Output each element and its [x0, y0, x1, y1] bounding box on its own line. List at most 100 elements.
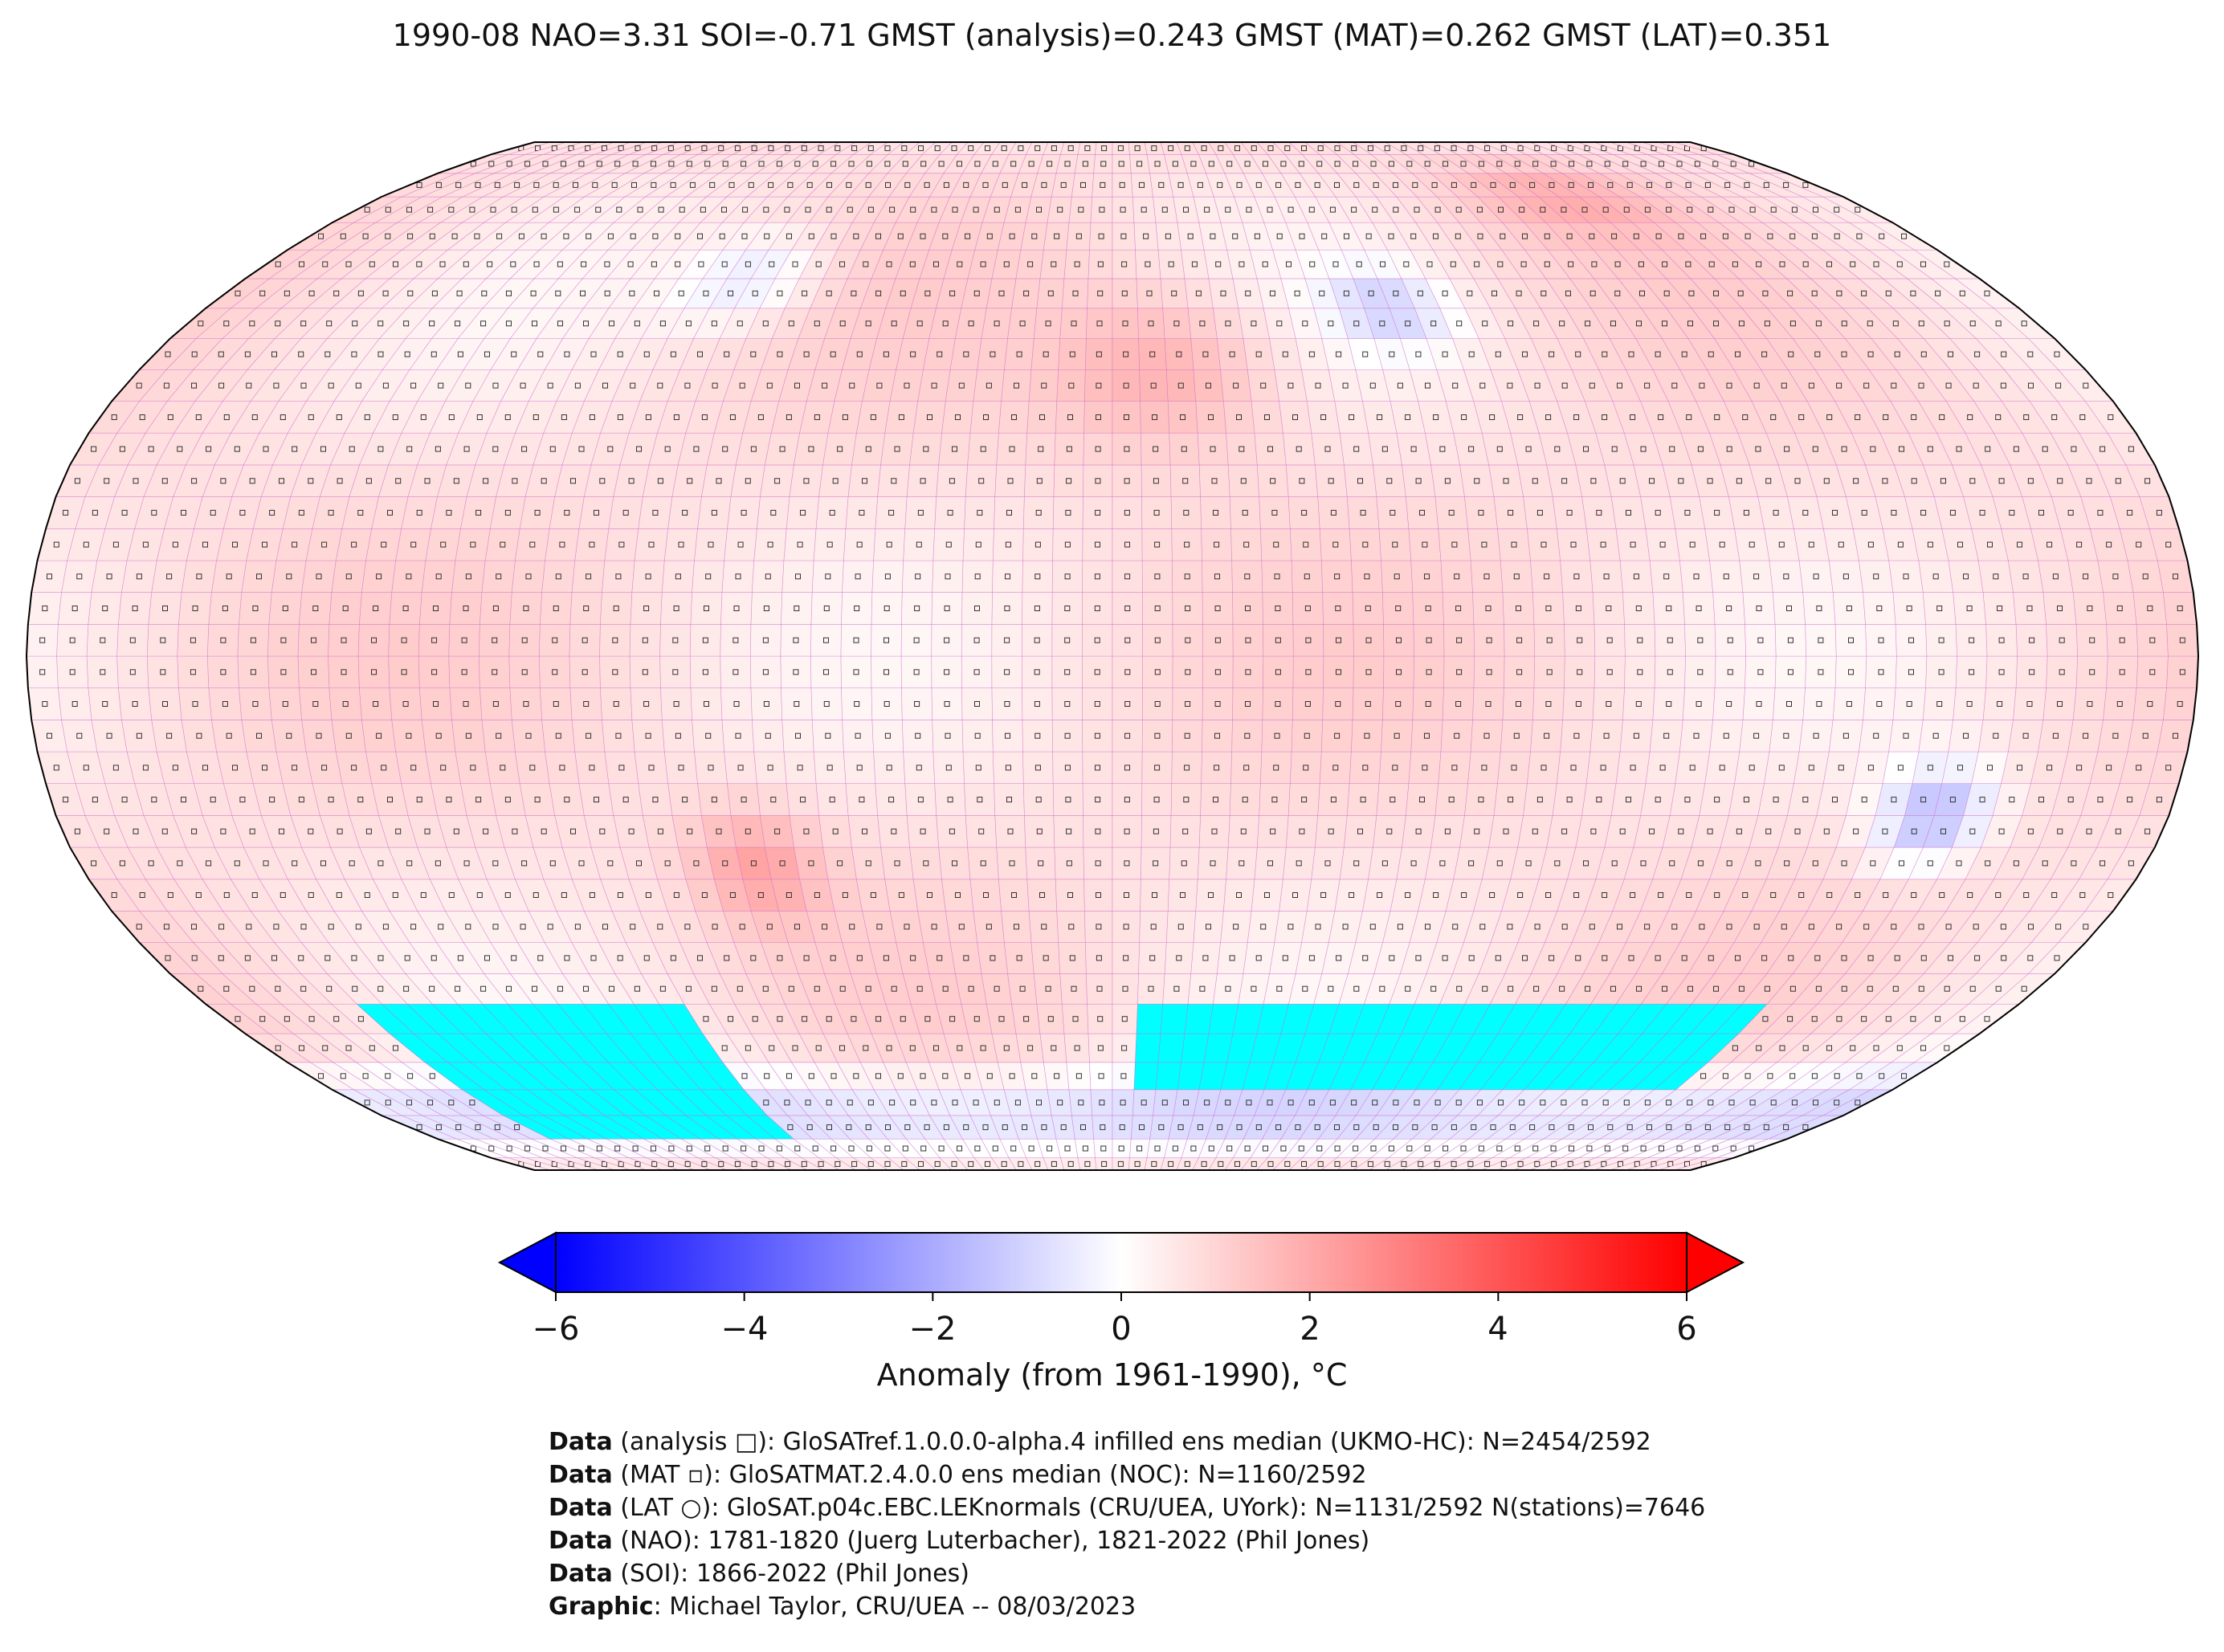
grid-cell [1412, 687, 1444, 720]
grid-cell [1292, 623, 1324, 657]
cell-marker [1559, 320, 1565, 327]
cell-marker [1957, 541, 1963, 548]
grid-cell [1306, 401, 1341, 434]
grid-cell [1624, 655, 1656, 689]
grid-cell [1922, 592, 1957, 625]
cell-marker [1120, 1099, 1126, 1106]
grid-cell [1734, 528, 1770, 561]
cell-marker [1034, 732, 1041, 739]
cell-marker [172, 541, 178, 548]
grid-cell [730, 464, 765, 497]
cell-marker [251, 892, 258, 898]
grid-cell [760, 815, 794, 848]
cell-marker [300, 985, 307, 992]
cell-marker [328, 924, 334, 930]
grid-cell [969, 401, 1002, 434]
cell-marker [232, 541, 238, 548]
cell-marker [1832, 797, 1838, 803]
cell-marker [1573, 573, 1580, 580]
cell-marker [1328, 985, 1334, 992]
grid-cell [934, 496, 966, 529]
cell-marker [2115, 478, 2121, 484]
cell-marker [1630, 892, 1636, 898]
cell-marker [1243, 765, 1250, 771]
cell-marker [1330, 509, 1336, 516]
cell-marker [416, 797, 422, 803]
cell-marker [162, 701, 168, 707]
cell-marker [1743, 797, 1749, 803]
cell-marker [1640, 1145, 1647, 1152]
grid-cell [1442, 687, 1475, 720]
cell-marker [898, 892, 904, 898]
grid-cell [815, 783, 849, 816]
cell-marker [1602, 1099, 1609, 1106]
cell-marker [1122, 985, 1128, 992]
cell-marker [1546, 669, 1553, 675]
cell-marker [849, 924, 855, 930]
cell-marker [779, 446, 786, 452]
grid-cell [843, 528, 876, 561]
grid-cell [1381, 560, 1414, 593]
grid-cell [694, 751, 728, 785]
cell-marker [1813, 1099, 1818, 1106]
grid-cell [418, 655, 451, 689]
grid-cell [297, 623, 330, 657]
grid-cell [1195, 879, 1226, 912]
cell-marker [1384, 1160, 1390, 1167]
cell-marker [1335, 701, 1341, 707]
grid-cell [1112, 1062, 1136, 1091]
cell-marker [136, 924, 142, 930]
grid-cell [1138, 338, 1167, 370]
grid-cell [1092, 173, 1113, 198]
grid-cell [1552, 496, 1587, 529]
cell-marker [697, 955, 703, 961]
cell-marker [2115, 828, 2121, 834]
cell-marker [1121, 290, 1128, 296]
grid-cell [781, 720, 814, 753]
cell-marker [1084, 1160, 1091, 1167]
cell-marker [1630, 765, 1636, 771]
cell-marker [1841, 985, 1847, 992]
cell-marker [711, 509, 717, 516]
cell-marker [1812, 446, 1818, 452]
grid-cell [569, 623, 601, 657]
cell-marker [1172, 1145, 1178, 1152]
cell-marker [1577, 669, 1583, 675]
cell-marker [682, 509, 688, 516]
cell-marker [2142, 573, 2149, 580]
cell-marker [923, 446, 929, 452]
cell-marker [916, 320, 923, 327]
cell-marker [1471, 1124, 1477, 1131]
cell-marker [793, 637, 799, 643]
grid-cell [1226, 846, 1258, 880]
cell-marker [1667, 637, 1673, 643]
grid-cell [239, 687, 272, 720]
cell-marker [980, 446, 986, 452]
cell-marker [1583, 446, 1589, 452]
cell-marker [1669, 446, 1675, 452]
cell-marker [308, 892, 314, 898]
cell-marker [357, 1016, 364, 1022]
cell-marker [952, 860, 957, 867]
cell-marker [659, 320, 666, 327]
cell-marker [1700, 1073, 1707, 1079]
grid-cell [1523, 496, 1557, 529]
grid-cell [511, 720, 545, 753]
grid-cell [1344, 464, 1377, 497]
cell-marker [728, 290, 733, 296]
grid-cell [757, 496, 790, 529]
cell-marker [487, 261, 493, 267]
grid-cell [871, 720, 904, 753]
cell-marker [286, 732, 292, 739]
cell-marker [846, 1124, 852, 1131]
grid-cell [549, 496, 585, 529]
grid-cell [1082, 687, 1113, 720]
grid-cell [118, 687, 153, 720]
cell-marker [1681, 351, 1687, 357]
cell-marker [2055, 382, 2062, 389]
cell-marker [256, 573, 262, 580]
cell-marker [299, 261, 304, 267]
grid-cell [1279, 401, 1312, 434]
cell-marker [136, 732, 142, 739]
cell-marker [440, 541, 447, 548]
